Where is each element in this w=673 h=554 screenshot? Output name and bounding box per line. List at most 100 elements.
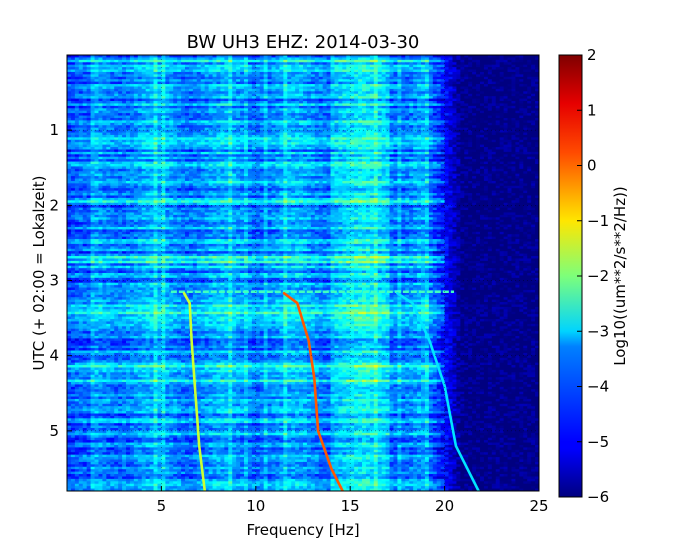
spectrogram-cell: [385, 120, 391, 124]
spectrogram-cell: [358, 142, 363, 146]
spectrogram-cell: [255, 62, 261, 66]
spectrogram-cell: [129, 67, 135, 71]
spectrogram-cell: [165, 57, 170, 61]
spectrogram-cell: [126, 79, 131, 83]
spectrogram-cell: [421, 117, 426, 121]
spectrogram-cell: [78, 62, 84, 66]
spectrogram-cell: [200, 103, 206, 107]
spectrogram-cell: [511, 103, 516, 107]
spectrogram-cell: [436, 137, 442, 141]
spectrogram-cell: [515, 74, 520, 78]
spectrogram-cell: [436, 96, 442, 100]
spectrogram-cell: [141, 98, 147, 102]
spectrogram-cell: [381, 149, 387, 153]
spectrogram-cell: [228, 79, 233, 83]
spectrogram-cell: [358, 147, 363, 151]
spectrogram-cell: [267, 59, 273, 63]
spectrogram-cell: [440, 117, 446, 121]
spectrogram-cell: [247, 134, 253, 138]
spectrogram-cell: [94, 86, 100, 90]
spectrogram-cell: [299, 147, 304, 151]
spectrogram-cell: [82, 105, 88, 109]
spectrogram-cell: [220, 74, 225, 78]
spectrogram-cell: [413, 113, 418, 117]
spectrogram-cell: [507, 98, 513, 102]
spectrogram-cell: [330, 98, 336, 102]
spectrogram-cell: [240, 96, 245, 100]
spectrogram-cell: [149, 139, 155, 143]
spectrogram-cell: [365, 81, 371, 85]
spectrogram-cell: [338, 101, 343, 105]
spectrogram-cell: [369, 139, 375, 143]
spectrogram-cell: [204, 88, 210, 92]
spectrogram-cell: [503, 134, 509, 138]
spectrogram-cell: [531, 67, 536, 71]
spectrogram-cell: [421, 149, 426, 153]
spectrogram-cell: [196, 71, 202, 75]
spectrogram-cell: [149, 122, 155, 126]
spectrogram-cell: [74, 93, 80, 97]
spectrogram-cell: [74, 69, 80, 73]
spectrogram-cell: [110, 57, 115, 61]
spectrogram-cell: [181, 67, 186, 71]
spectrogram-cell: [212, 134, 218, 138]
spectrogram-cell: [126, 57, 131, 61]
spectrogram-cell: [440, 79, 446, 83]
spectrogram-cell: [247, 117, 253, 121]
spectrogram-cell: [389, 69, 395, 73]
spectrogram-cell: [141, 113, 147, 117]
spectrogram-cell: [523, 122, 528, 126]
spectrogram-cell: [464, 149, 469, 153]
spectrogram-cell: [181, 71, 186, 75]
spectrogram-cell: [464, 98, 469, 102]
spectrogram-cell: [460, 84, 465, 88]
spectrogram-cell: [448, 144, 454, 148]
spectrogram-cell: [444, 115, 450, 119]
spectrogram-cell: [165, 139, 170, 143]
spectrogram-cell: [527, 132, 532, 136]
spectrogram-cell: [535, 55, 539, 59]
spectrogram-cell: [247, 120, 253, 124]
spectrogram-cell: [82, 151, 88, 155]
spectrogram-cell: [393, 79, 398, 83]
spectrogram-cell: [74, 81, 80, 85]
spectrogram-cell: [326, 122, 332, 126]
spectrogram-cell: [452, 147, 457, 151]
spectrogram-cell: [338, 132, 343, 136]
spectrogram-cell: [126, 127, 131, 131]
spectrogram-cell: [322, 108, 328, 112]
spectrogram-cell: [263, 71, 269, 75]
spectrogram-cell: [389, 139, 395, 143]
spectrogram-cell: [161, 93, 166, 97]
spectrogram-cell: [118, 139, 123, 143]
spectrogram-cell: [232, 93, 237, 97]
spectrogram-cell: [480, 142, 485, 146]
spectrogram-cell: [440, 144, 446, 148]
spectrogram-cell: [240, 84, 245, 88]
spectrogram-cell: [232, 76, 237, 80]
spectrogram-cell: [322, 98, 328, 102]
spectrogram-cell: [78, 79, 84, 83]
spectrogram-cell: [428, 115, 434, 119]
spectrogram-cell: [263, 137, 269, 141]
spectrogram-cell: [476, 103, 481, 107]
spectrogram-cell: [263, 81, 269, 85]
spectrogram-cell: [240, 76, 245, 80]
spectrogram-cell: [232, 74, 237, 78]
spectrogram-cell: [358, 117, 363, 121]
spectrogram-cell: [82, 127, 88, 131]
spectrogram-cell: [346, 137, 351, 141]
spectrogram-cell: [436, 149, 442, 153]
spectrogram-cell: [169, 105, 174, 109]
spectrogram-cell: [173, 57, 178, 61]
spectrogram-cell: [240, 101, 245, 105]
spectrogram-cell: [275, 130, 280, 134]
spectrogram-cell: [224, 122, 229, 126]
spectrogram-cell: [240, 67, 245, 71]
spectrogram-cell: [216, 86, 221, 90]
spectrogram-cell: [255, 127, 261, 131]
spectrogram-cell: [464, 55, 469, 59]
spectrogram-cell: [90, 122, 96, 126]
spectrogram-cell: [102, 79, 107, 83]
spectrogram-cell: [114, 79, 119, 83]
